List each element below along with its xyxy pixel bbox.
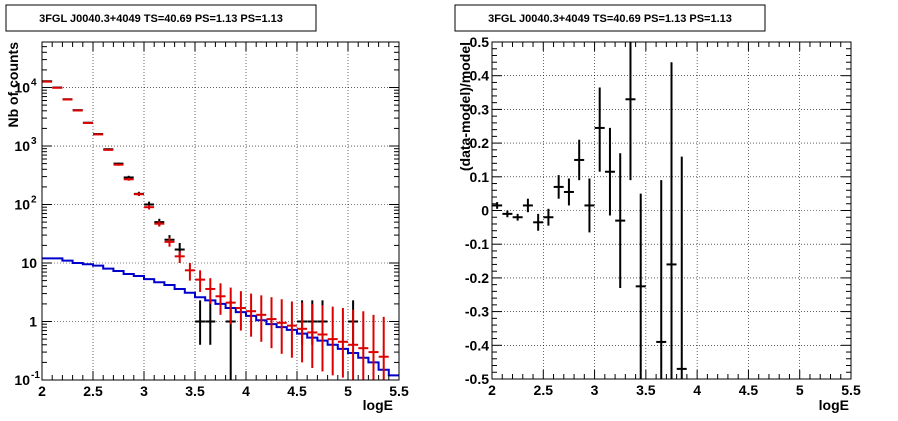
left-panel: 3FGL J0040.3+4049 TS=40.69 PS=1.13 PS=1.… bbox=[5, 4, 409, 413]
left-y-tick-label: 10 bbox=[14, 80, 30, 96]
left-x-tick-label: 5.5 bbox=[389, 383, 409, 399]
right-grid bbox=[492, 42, 851, 379]
right-x-axis-title: logE bbox=[819, 397, 849, 413]
right-x-tick-label: 4.5 bbox=[739, 382, 759, 398]
right-panel: 3FGL J0040.3+4049 TS=40.69 PS=1.13 PS=1.… bbox=[454, 4, 861, 413]
right-y-tick-label: 0.1 bbox=[470, 169, 490, 185]
left-x-tick-label: 5 bbox=[344, 383, 352, 399]
right-y-tick-label: 0.3 bbox=[470, 101, 490, 117]
right-y-tick-label: -0.4 bbox=[465, 337, 489, 353]
left-y-tick-exponent: 3 bbox=[31, 136, 37, 147]
right-title-box bbox=[454, 4, 766, 32]
right-x-tick-label: 3.5 bbox=[636, 382, 656, 398]
left-y-axis-title: Nb of counts bbox=[5, 42, 21, 128]
left-title: 3FGL J0040.3+4049 TS=40.69 PS=1.13 PS=1.… bbox=[39, 13, 283, 25]
right-x-tick-label: 2 bbox=[488, 382, 496, 398]
left-x-tick-label: 4.5 bbox=[287, 383, 307, 399]
left-y-tick-exponent: 2 bbox=[31, 195, 37, 206]
left-y-tick-label: 10 bbox=[14, 138, 30, 154]
right-y-tick-label: 0.2 bbox=[470, 135, 490, 151]
right-x-tick-label: 5 bbox=[796, 382, 804, 398]
right-y-tick-label: 0 bbox=[481, 203, 489, 219]
left-model-step-line bbox=[42, 257, 399, 377]
left-y-tick-label: 1 bbox=[29, 314, 37, 330]
left-x-tick-label: 2 bbox=[38, 383, 46, 399]
left-x-tick-label: 4 bbox=[242, 383, 250, 399]
left-frame bbox=[41, 41, 400, 381]
right-y-tick-label: -0.5 bbox=[465, 371, 489, 387]
right-plot-area bbox=[492, 42, 687, 379]
right-y-tick-label: 0.4 bbox=[470, 68, 490, 84]
right-x-tick-label: 5.5 bbox=[841, 382, 861, 398]
left-x-tick-label: 2.5 bbox=[83, 383, 103, 399]
left-y-tick-exponent: 4 bbox=[31, 78, 37, 89]
left-y-tick-label: 10 bbox=[14, 197, 30, 213]
left-x-tick-label: 3 bbox=[140, 383, 148, 399]
left-x-axis-title: logE bbox=[363, 397, 393, 413]
left-y-tick-label: 10 bbox=[21, 255, 37, 271]
right-axis-ticks: 2 2.5 3 3.5 4 4.5 5 5.5 -0.5 -0.4 -0.3 -0.2 -0.1 0 0.1… bbox=[465, 34, 861, 398]
right-x-tick-label: 2.5 bbox=[534, 382, 554, 398]
right-y-tick-label: 0.5 bbox=[470, 34, 490, 50]
left-x-tick-label: 3.5 bbox=[185, 383, 205, 399]
right-y-axis-title: (data-model)/model bbox=[457, 42, 473, 171]
right-x-tick-label: 4 bbox=[693, 382, 701, 398]
right-y-tick-label: -0.2 bbox=[465, 270, 489, 286]
right-x-tick-label: 3 bbox=[591, 382, 599, 398]
right-y-tick-label: -0.1 bbox=[465, 236, 489, 252]
left-plot-area bbox=[42, 80, 399, 380]
left-title-box bbox=[5, 4, 317, 32]
right-y-tick-label: -0.3 bbox=[465, 304, 489, 320]
left-y-tick-exponent: -1 bbox=[31, 370, 40, 381]
right-title: 3FGL J0040.3+4049 TS=40.69 PS=1.13 PS=1.… bbox=[488, 13, 732, 25]
left-grid bbox=[42, 42, 399, 380]
left-y-tick-label: 10 bbox=[14, 372, 30, 388]
